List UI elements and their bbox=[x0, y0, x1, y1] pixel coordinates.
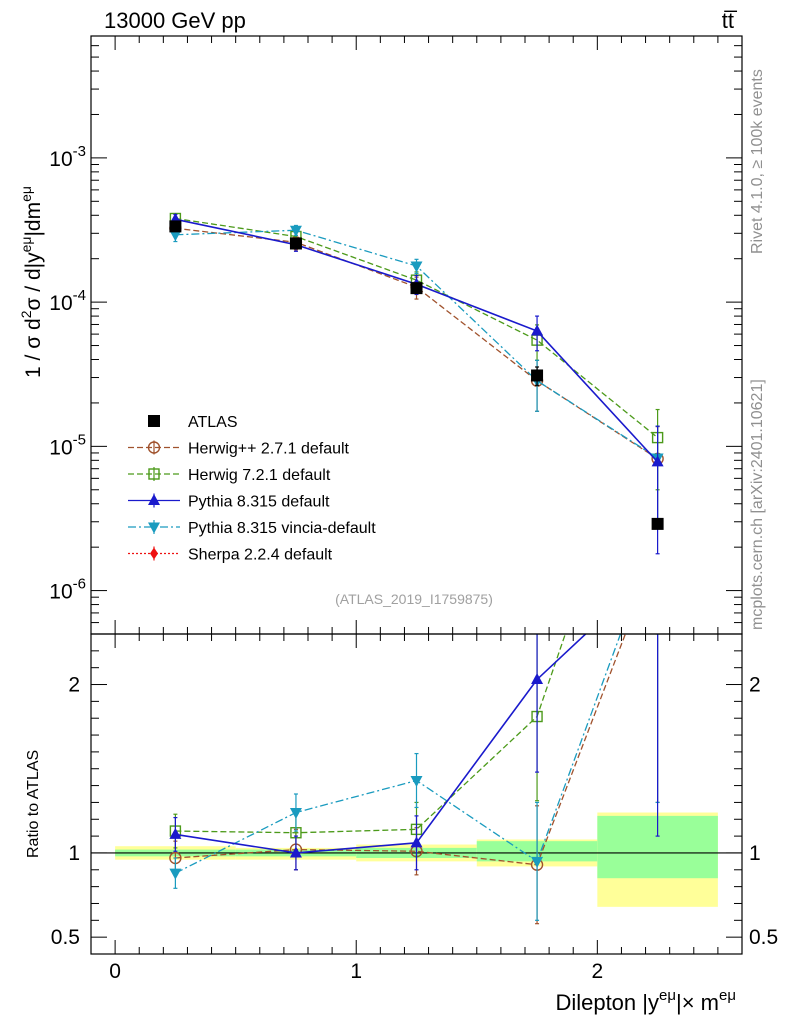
ratio-point-pythia bbox=[289, 846, 302, 858]
y-tick-exponent: -4 bbox=[73, 287, 86, 304]
main-data-layer bbox=[169, 212, 664, 555]
ratio-point-pythia bbox=[169, 827, 182, 839]
series-atlas bbox=[169, 220, 664, 530]
data-point-atlas bbox=[169, 220, 182, 233]
legend-marker-herwig7 bbox=[148, 468, 160, 480]
main-frame bbox=[90, 35, 743, 635]
x-label-part: |× m bbox=[676, 990, 719, 1015]
ratio-y-tick-label-right: 2 bbox=[749, 674, 761, 697]
data-point-atlas bbox=[531, 369, 544, 382]
y-label-part: |dm bbox=[22, 202, 45, 237]
y-label-part: 1 / σ d bbox=[22, 318, 45, 378]
x-label-part: eμ bbox=[719, 987, 736, 1004]
legend-marker-sherpa bbox=[150, 547, 158, 560]
y-tick-label: 10-6 bbox=[49, 576, 86, 604]
y-tick-exponent: -5 bbox=[73, 431, 86, 448]
x-label-part: eμ bbox=[659, 987, 676, 1004]
data-point-atlas bbox=[651, 517, 664, 530]
ratio-point-vincia bbox=[289, 808, 302, 820]
legend-label-herwig7: Herwig 7.2.1 default bbox=[188, 467, 331, 484]
ratio-point-herwig7 bbox=[653, 360, 663, 370]
y-tick-label: 10-4 bbox=[49, 287, 86, 315]
y-label-part: σ / d|y bbox=[22, 252, 45, 311]
legend-marker-pythia bbox=[148, 494, 160, 505]
ratio-point-vincia bbox=[531, 856, 544, 868]
legend-marker-herwigpp bbox=[147, 441, 161, 454]
y-tick-label: 10-5 bbox=[49, 431, 86, 459]
legend-label-sherpa: Sherpa 2.2.4 default bbox=[188, 547, 333, 564]
data-point-atlas bbox=[289, 237, 302, 250]
data-point-pythia bbox=[651, 455, 664, 467]
main-panel: 10-3 10-4 10-5 10-6 bbox=[49, 35, 743, 635]
analysis-id-label: (ATLAS_2019_I1759875) bbox=[335, 591, 493, 607]
ratio-frame bbox=[90, 633, 743, 955]
legend-item-atlas: ATLAS bbox=[148, 414, 238, 431]
legend-item-herwigpp: Herwig++ 2.7.1 default bbox=[128, 440, 350, 458]
ratio-panel: 0.5 0.5 1 1 2 2 0 1 2 bbox=[51, 360, 778, 983]
data-point-vincia bbox=[169, 230, 182, 242]
y-label-part: eμ bbox=[18, 237, 34, 253]
rivet-label: Rivet 4.1.0, ≥ 100k events bbox=[749, 69, 766, 254]
legend-label-herwigpp: Herwig++ 2.7.1 default bbox=[188, 441, 350, 458]
ratio-point-pythia bbox=[410, 836, 423, 848]
x-tick-label: 2 bbox=[591, 960, 603, 983]
main-y-axis-label: 1 / σ d2σ / d|yeμ|dmeμ bbox=[18, 186, 45, 378]
x-axis-label: Dilepton |yeμ|× meμ bbox=[555, 987, 736, 1015]
x-label-part: Dilepton |y bbox=[555, 990, 659, 1015]
ratio-point-vincia bbox=[169, 868, 182, 880]
legend-item-herwig7: Herwig 7.2.1 default bbox=[128, 467, 331, 484]
ratio-point-pythia bbox=[652, 560, 664, 571]
ratio-y-tick-label: 2 bbox=[68, 674, 80, 697]
data-point-vincia bbox=[289, 225, 302, 237]
y-label-part: eμ bbox=[18, 186, 34, 202]
legend-item-sherpa: Sherpa 2.2.4 default bbox=[128, 546, 333, 564]
data-point-vincia bbox=[410, 261, 423, 273]
ratio-y-axis-label: Ratio to ATLAS bbox=[25, 750, 42, 858]
header-right-label: tt̅ bbox=[722, 8, 738, 33]
ratio-data-layer bbox=[91, 360, 742, 925]
series-line-pythia bbox=[175, 218, 659, 463]
legend-label-atlas: ATLAS bbox=[188, 414, 238, 431]
legend-label-vincia: Pythia 8.315 vincia-default bbox=[188, 520, 376, 537]
y-tick-exponent: -3 bbox=[73, 143, 86, 160]
legend-marker-atlas bbox=[148, 415, 160, 427]
legend-item-vincia: Pythia 8.315 vincia-default bbox=[128, 520, 376, 537]
ratio-point-pythia bbox=[531, 672, 544, 684]
data-point-pythia bbox=[531, 324, 544, 336]
ratio-y-tick-label-right: 0.5 bbox=[749, 926, 778, 949]
ratio-point-vincia bbox=[410, 776, 423, 788]
y-tick-label: 10-3 bbox=[49, 143, 86, 171]
legend-item-pythia: Pythia 8.315 default bbox=[128, 493, 330, 511]
ratio-series-pythia bbox=[169, 560, 664, 871]
main-y-axis-label-text: 1 / σ d2σ / d|yeμ|dmeμ bbox=[18, 186, 45, 378]
legend-marker-vincia bbox=[148, 522, 160, 534]
x-axis-label-text: Dilepton |yeμ|× meμ bbox=[555, 987, 736, 1015]
ratio-y-tick-label: 0.5 bbox=[51, 926, 80, 949]
series-line-herwig7 bbox=[175, 217, 659, 439]
header-left-label: 13000 GeV pp bbox=[104, 8, 246, 33]
y-label-part: 2 bbox=[18, 310, 34, 318]
legend: ATLAS Herwig++ 2.7.1 default Herwig 7.2.1 … bbox=[128, 414, 376, 564]
data-point-atlas bbox=[410, 282, 423, 295]
x-tick-label: 1 bbox=[350, 960, 362, 983]
legend-label-pythia: Pythia 8.315 default bbox=[188, 494, 330, 511]
ratio-y-tick-label: 1 bbox=[68, 842, 80, 865]
source-label: mcplots.cern.ch [arXiv:2401.10621] bbox=[749, 379, 766, 630]
x-tick-label: 0 bbox=[109, 960, 121, 983]
ratio-y-tick-label-right: 1 bbox=[749, 842, 761, 865]
y-tick-exponent: -6 bbox=[73, 576, 86, 593]
